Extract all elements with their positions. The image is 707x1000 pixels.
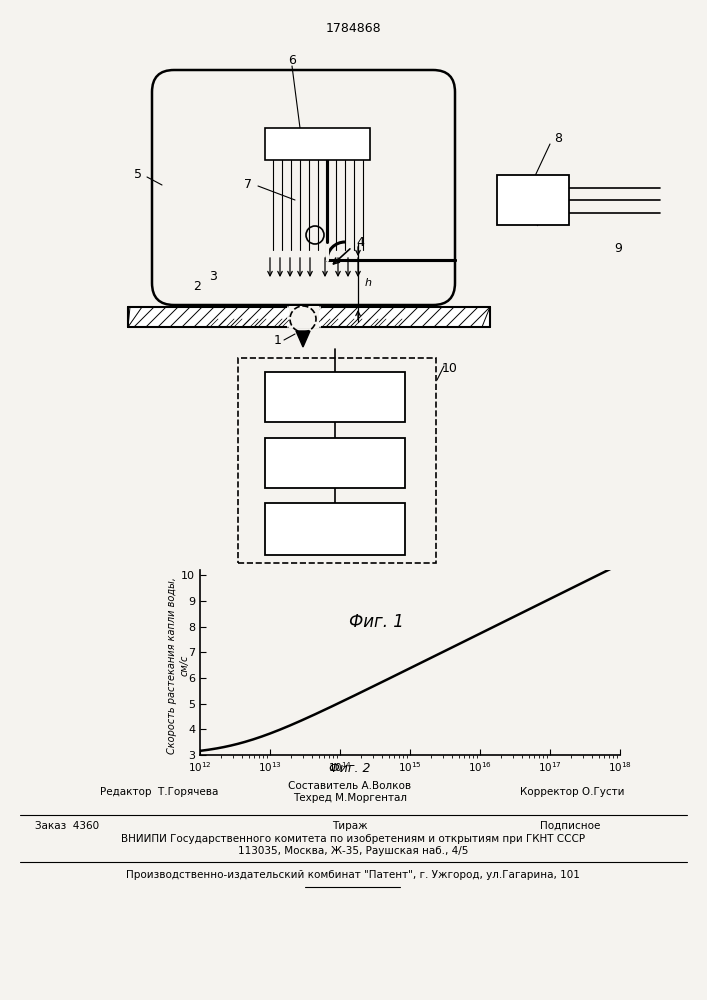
Text: 13: 13 [325,522,345,536]
Text: 7: 7 [244,178,252,190]
Bar [265,372,405,422]
Text: Техред М.Моргентал: Техред М.Моргентал [293,793,407,803]
Text: Подписное: Подписное [540,821,600,831]
Text: 8: 8 [554,131,562,144]
Text: 10: 10 [442,361,458,374]
Text: 12: 12 [325,456,345,471]
Text: 3: 3 [209,269,217,282]
Text: 2: 2 [193,279,201,292]
Text: Тираж: Тираж [332,821,368,831]
Text: 113035, Москва, Ж-35, Раушская наб., 4/5: 113035, Москва, Ж-35, Раушская наб., 4/5 [238,846,468,856]
Text: см/с: см/с [180,654,190,676]
Text: 1784868: 1784868 [325,21,381,34]
Text: Заказ  4360: Заказ 4360 [35,821,99,831]
Text: 1: 1 [274,334,282,347]
Text: 4: 4 [356,235,364,248]
Bar [265,503,405,555]
Bar [265,438,405,488]
Bar [238,358,436,563]
Text: 6: 6 [288,53,296,66]
Text: h: h [365,278,371,288]
Text: 11: 11 [325,389,345,404]
Text: Скорость растекания капли воды,: Скорость растекания капли воды, [167,576,177,754]
Bar [497,175,569,225]
Bar [265,128,370,160]
Text: Редактор  Т.Горячева: Редактор Т.Горячева [100,787,218,797]
Text: ВНИИПИ Государственного комитета по изобретениям и открытиям при ГКНТ СССР: ВНИИПИ Государственного комитета по изоб… [121,834,585,844]
Text: Производственно-издательский комбинат "Патент", г. Ужгород, ул.Гагарина, 101: Производственно-издательский комбинат "П… [126,870,580,880]
Text: H₂O: H₂O [506,195,527,205]
Bar [128,307,490,327]
Text: Фиг. 1: Фиг. 1 [349,613,404,631]
Text: Фиг. 2: Фиг. 2 [329,762,370,774]
Bar [289,306,319,328]
Text: 5: 5 [134,168,142,182]
Text: Корректор О.Густи: Корректор О.Густи [520,787,624,797]
Text: Составитель А.Волков: Составитель А.Волков [288,781,411,791]
Polygon shape [296,331,310,347]
Text: 9: 9 [614,241,622,254]
